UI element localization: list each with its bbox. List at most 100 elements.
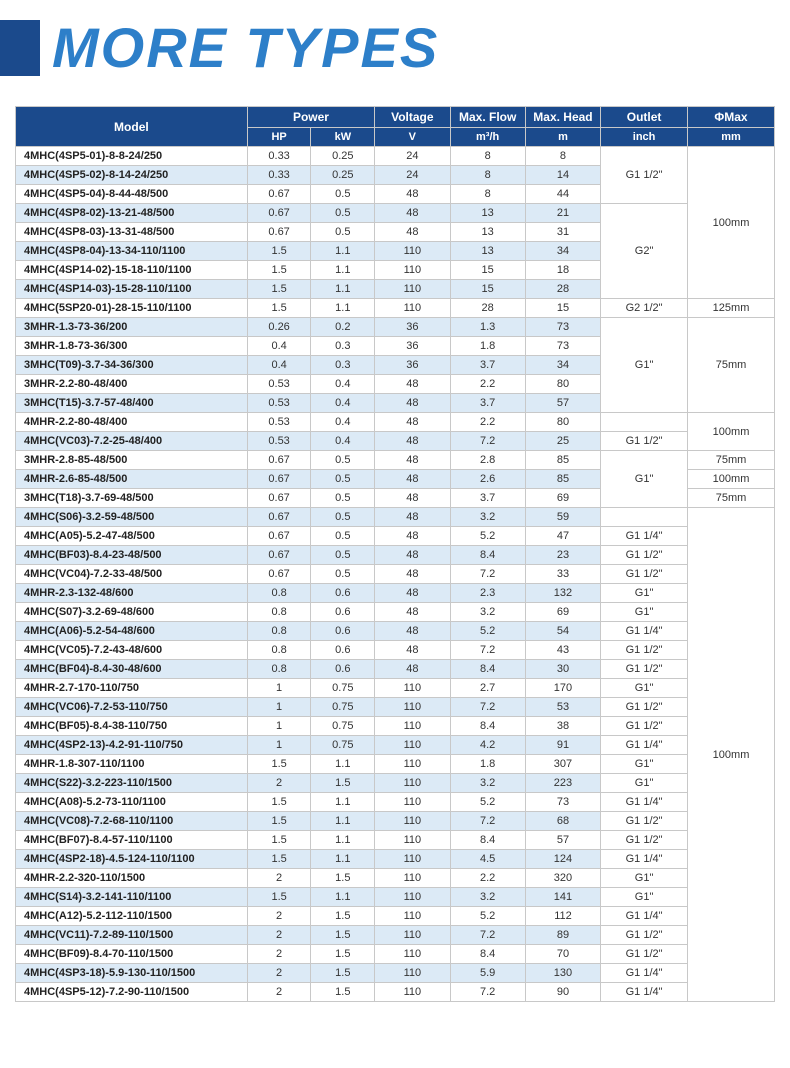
cell-phimax: 100mm [688,413,775,451]
cell-hp: 1 [247,736,311,755]
cell-kw: 0.5 [311,451,375,470]
cell-kw: 0.75 [311,717,375,736]
th-maxhead: Max. Head [525,107,600,128]
cell-kw: 0.3 [311,337,375,356]
cell-hp: 0.67 [247,204,311,223]
table-row: 4MHC(A08)-5.2-73-110/11001.51.11105.273G… [16,793,775,812]
cell-kw: 0.4 [311,394,375,413]
cell-hp: 0.67 [247,489,311,508]
cell-outlet: G1 1/2" [601,641,688,660]
cell-flow: 3.7 [450,356,525,375]
cell-kw: 0.2 [311,318,375,337]
cell-hp: 0.53 [247,413,311,432]
cell-kw: 0.6 [311,603,375,622]
cell-v: 48 [375,451,450,470]
table-row: 4MHC(S22)-3.2-223-110/150021.51103.2223G… [16,774,775,793]
cell-hp: 0.67 [247,565,311,584]
cell-v: 110 [375,755,450,774]
cell-flow: 4.2 [450,736,525,755]
cell-kw: 1.5 [311,926,375,945]
cell-v: 110 [375,945,450,964]
cell-v: 36 [375,356,450,375]
cell-model: 3MHR-1.8-73-36/300 [16,337,248,356]
cell-hp: 1.5 [247,831,311,850]
cell-kw: 0.5 [311,185,375,204]
cell-kw: 0.75 [311,679,375,698]
cell-kw: 1.1 [311,261,375,280]
cell-head: 170 [525,679,600,698]
cell-kw: 0.75 [311,736,375,755]
cell-flow: 15 [450,280,525,299]
cell-outlet: G1 1/4" [601,983,688,1002]
cell-kw: 1.1 [311,888,375,907]
table-row: 4MHC(BF04)-8.4-30-48/6000.80.6488.430G1 … [16,660,775,679]
table-row: 4MHC(BF05)-8.4-38-110/75010.751108.438G1… [16,717,775,736]
cell-kw: 1.5 [311,774,375,793]
cell-model: 4MHC(VC06)-7.2-53-110/750 [16,698,248,717]
cell-head: 47 [525,527,600,546]
cell-head: 33 [525,565,600,584]
cell-hp: 2 [247,869,311,888]
th-kw: kW [311,128,375,147]
cell-head: 34 [525,242,600,261]
cell-hp: 0.33 [247,147,311,166]
th-inch: inch [601,128,688,147]
cell-v: 48 [375,622,450,641]
cell-v: 48 [375,660,450,679]
cell-head: 91 [525,736,600,755]
cell-head: 15 [525,299,600,318]
cell-head: 73 [525,337,600,356]
cell-v: 48 [375,641,450,660]
cell-model: 3MHC(T15)-3.7-57-48/400 [16,394,248,413]
cell-flow: 7.2 [450,698,525,717]
cell-kw: 1.5 [311,945,375,964]
cell-hp: 0.26 [247,318,311,337]
table-row: 4MHC(A05)-5.2-47-48/5000.670.5485.247G1 … [16,527,775,546]
th-maxflow: Max. Flow [450,107,525,128]
cell-v: 36 [375,318,450,337]
cell-hp: 2 [247,983,311,1002]
cell-flow: 7.2 [450,983,525,1002]
cell-outlet: G1 1/4" [601,964,688,983]
cell-head: 73 [525,318,600,337]
cell-head: 23 [525,546,600,565]
cell-kw: 1.5 [311,869,375,888]
cell-v: 48 [375,546,450,565]
cell-phimax: 100mm [688,508,775,1002]
cell-outlet: G1 1/4" [601,850,688,869]
table-row: 4MHC(BF07)-8.4-57-110/11001.51.11108.457… [16,831,775,850]
cell-outlet: G1 1/2" [601,812,688,831]
cell-kw: 0.5 [311,565,375,584]
cell-model: 4MHC(BF05)-8.4-38-110/750 [16,717,248,736]
table-row: 4MHR-2.7-170-110/75010.751102.7170G1" [16,679,775,698]
cell-hp: 1.5 [247,812,311,831]
cell-flow: 1.3 [450,318,525,337]
cell-model: 4MHC(BF09)-8.4-70-110/1500 [16,945,248,964]
cell-model: 4MHC(VC05)-7.2-43-48/600 [16,641,248,660]
cell-model: 4MHC(4SP8-03)-13-31-48/500 [16,223,248,242]
cell-outlet: G1 1/2" [601,717,688,736]
cell-model: 4MHR-2.2-320-110/1500 [16,869,248,888]
spec-table: Model Power Voltage Max. Flow Max. Head … [15,106,775,1002]
cell-head: 25 [525,432,600,451]
cell-head: 54 [525,622,600,641]
cell-flow: 7.2 [450,432,525,451]
table-row: 4MHC(VC11)-7.2-89-110/150021.51107.289G1… [16,926,775,945]
table-row: 4MHC(4SP5-01)-8-8-24/2500.330.252488G1 1… [16,147,775,166]
cell-kw: 0.5 [311,223,375,242]
cell-head: 14 [525,166,600,185]
cell-flow: 13 [450,242,525,261]
cell-kw: 0.5 [311,527,375,546]
cell-v: 110 [375,280,450,299]
cell-model: 4MHR-2.6-85-48/500 [16,470,248,489]
cell-head: 80 [525,413,600,432]
cell-model: 3MHR-2.2-80-48/400 [16,375,248,394]
cell-v: 48 [375,223,450,242]
page-title-wrap: MORE TYPES [0,20,790,76]
cell-flow: 13 [450,204,525,223]
cell-hp: 0.53 [247,432,311,451]
cell-flow: 8 [450,185,525,204]
cell-outlet: G1" [601,888,688,907]
cell-kw: 1.1 [311,831,375,850]
table-row: 4MHC(4SP2-13)-4.2-91-110/75010.751104.29… [16,736,775,755]
